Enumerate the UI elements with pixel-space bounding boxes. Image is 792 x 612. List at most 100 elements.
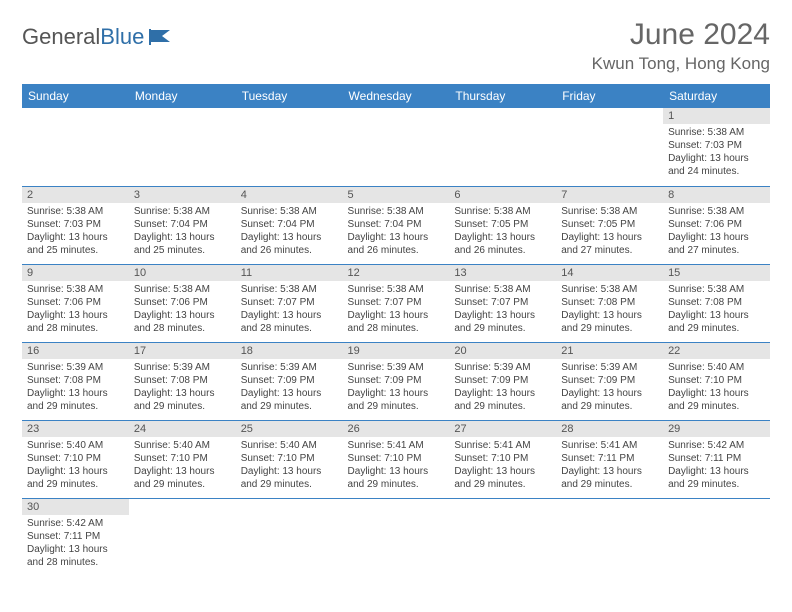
day-details: Sunrise: 5:38 AMSunset: 7:06 PMDaylight:…	[663, 203, 770, 261]
sunrise-text: Sunrise: 5:40 AM	[241, 439, 338, 452]
daylight-text: Daylight: 13 hours and 29 minutes.	[348, 465, 445, 491]
weekday-header: Tuesday	[236, 84, 343, 108]
sunset-text: Sunset: 7:11 PM	[27, 530, 124, 543]
day-details: Sunrise: 5:38 AMSunset: 7:04 PMDaylight:…	[129, 203, 236, 261]
calendar-cell: 18Sunrise: 5:39 AMSunset: 7:09 PMDayligh…	[236, 342, 343, 420]
calendar-week-row: 1Sunrise: 5:38 AMSunset: 7:03 PMDaylight…	[22, 108, 770, 186]
calendar-cell	[449, 108, 556, 186]
sunset-text: Sunset: 7:07 PM	[454, 296, 551, 309]
sunset-text: Sunset: 7:08 PM	[27, 374, 124, 387]
sunrise-text: Sunrise: 5:38 AM	[454, 205, 551, 218]
day-number: 17	[129, 343, 236, 359]
daylight-text: Daylight: 13 hours and 29 minutes.	[134, 387, 231, 413]
sunrise-text: Sunrise: 5:42 AM	[27, 517, 124, 530]
day-details: Sunrise: 5:38 AMSunset: 7:08 PMDaylight:…	[556, 281, 663, 339]
day-number: 15	[663, 265, 770, 281]
title-block: June 2024 Kwun Tong, Hong Kong	[592, 18, 770, 74]
day-number: 18	[236, 343, 343, 359]
day-number: 7	[556, 187, 663, 203]
daylight-text: Daylight: 13 hours and 29 minutes.	[668, 465, 765, 491]
calendar-cell: 23Sunrise: 5:40 AMSunset: 7:10 PMDayligh…	[22, 420, 129, 498]
calendar-cell: 29Sunrise: 5:42 AMSunset: 7:11 PMDayligh…	[663, 420, 770, 498]
location: Kwun Tong, Hong Kong	[592, 54, 770, 74]
sunrise-text: Sunrise: 5:38 AM	[454, 283, 551, 296]
day-details: Sunrise: 5:39 AMSunset: 7:09 PMDaylight:…	[343, 359, 450, 417]
sunset-text: Sunset: 7:06 PM	[668, 218, 765, 231]
day-number: 28	[556, 421, 663, 437]
daylight-text: Daylight: 13 hours and 29 minutes.	[454, 309, 551, 335]
calendar-week-row: 30Sunrise: 5:42 AMSunset: 7:11 PMDayligh…	[22, 498, 770, 576]
calendar-cell: 7Sunrise: 5:38 AMSunset: 7:05 PMDaylight…	[556, 186, 663, 264]
day-number: 14	[556, 265, 663, 281]
day-details: Sunrise: 5:38 AMSunset: 7:03 PMDaylight:…	[22, 203, 129, 261]
daylight-text: Daylight: 13 hours and 29 minutes.	[561, 465, 658, 491]
daylight-text: Daylight: 13 hours and 29 minutes.	[454, 465, 551, 491]
calendar-cell: 22Sunrise: 5:40 AMSunset: 7:10 PMDayligh…	[663, 342, 770, 420]
sunrise-text: Sunrise: 5:39 AM	[454, 361, 551, 374]
flag-icon	[148, 27, 174, 47]
calendar-cell: 9Sunrise: 5:38 AMSunset: 7:06 PMDaylight…	[22, 264, 129, 342]
calendar-cell: 6Sunrise: 5:38 AMSunset: 7:05 PMDaylight…	[449, 186, 556, 264]
day-number: 19	[343, 343, 450, 359]
day-number: 9	[22, 265, 129, 281]
day-details: Sunrise: 5:38 AMSunset: 7:03 PMDaylight:…	[663, 124, 770, 182]
sunrise-text: Sunrise: 5:38 AM	[561, 205, 658, 218]
calendar-cell: 30Sunrise: 5:42 AMSunset: 7:11 PMDayligh…	[22, 498, 129, 576]
sunrise-text: Sunrise: 5:38 AM	[668, 126, 765, 139]
calendar-cell	[236, 108, 343, 186]
sunset-text: Sunset: 7:10 PM	[668, 374, 765, 387]
sunset-text: Sunset: 7:10 PM	[134, 452, 231, 465]
calendar-week-row: 16Sunrise: 5:39 AMSunset: 7:08 PMDayligh…	[22, 342, 770, 420]
daylight-text: Daylight: 13 hours and 29 minutes.	[454, 387, 551, 413]
daylight-text: Daylight: 13 hours and 27 minutes.	[668, 231, 765, 257]
day-details: Sunrise: 5:38 AMSunset: 7:04 PMDaylight:…	[343, 203, 450, 261]
weekday-header: Sunday	[22, 84, 129, 108]
day-details: Sunrise: 5:38 AMSunset: 7:06 PMDaylight:…	[22, 281, 129, 339]
day-number: 27	[449, 421, 556, 437]
calendar-cell: 11Sunrise: 5:38 AMSunset: 7:07 PMDayligh…	[236, 264, 343, 342]
daylight-text: Daylight: 13 hours and 28 minutes.	[134, 309, 231, 335]
calendar-week-row: 23Sunrise: 5:40 AMSunset: 7:10 PMDayligh…	[22, 420, 770, 498]
calendar-table: SundayMondayTuesdayWednesdayThursdayFrid…	[22, 84, 770, 576]
sunset-text: Sunset: 7:10 PM	[241, 452, 338, 465]
calendar-cell: 24Sunrise: 5:40 AMSunset: 7:10 PMDayligh…	[129, 420, 236, 498]
day-details: Sunrise: 5:42 AMSunset: 7:11 PMDaylight:…	[663, 437, 770, 495]
day-details: Sunrise: 5:42 AMSunset: 7:11 PMDaylight:…	[22, 515, 129, 573]
sunset-text: Sunset: 7:11 PM	[668, 452, 765, 465]
day-details: Sunrise: 5:38 AMSunset: 7:07 PMDaylight:…	[236, 281, 343, 339]
day-details: Sunrise: 5:38 AMSunset: 7:07 PMDaylight:…	[343, 281, 450, 339]
month-title: June 2024	[592, 18, 770, 52]
logo-text-1: General	[22, 24, 100, 50]
calendar-cell: 25Sunrise: 5:40 AMSunset: 7:10 PMDayligh…	[236, 420, 343, 498]
sunset-text: Sunset: 7:04 PM	[348, 218, 445, 231]
calendar-cell: 1Sunrise: 5:38 AMSunset: 7:03 PMDaylight…	[663, 108, 770, 186]
sunrise-text: Sunrise: 5:39 AM	[348, 361, 445, 374]
sunset-text: Sunset: 7:08 PM	[134, 374, 231, 387]
calendar-cell: 20Sunrise: 5:39 AMSunset: 7:09 PMDayligh…	[449, 342, 556, 420]
daylight-text: Daylight: 13 hours and 29 minutes.	[561, 309, 658, 335]
sunset-text: Sunset: 7:10 PM	[348, 452, 445, 465]
day-number: 3	[129, 187, 236, 203]
day-number: 23	[22, 421, 129, 437]
sunrise-text: Sunrise: 5:41 AM	[454, 439, 551, 452]
day-details: Sunrise: 5:38 AMSunset: 7:08 PMDaylight:…	[663, 281, 770, 339]
daylight-text: Daylight: 13 hours and 29 minutes.	[27, 387, 124, 413]
calendar-cell: 21Sunrise: 5:39 AMSunset: 7:09 PMDayligh…	[556, 342, 663, 420]
weekday-header: Wednesday	[343, 84, 450, 108]
daylight-text: Daylight: 13 hours and 28 minutes.	[241, 309, 338, 335]
day-number: 11	[236, 265, 343, 281]
day-number: 26	[343, 421, 450, 437]
sunrise-text: Sunrise: 5:38 AM	[134, 283, 231, 296]
day-details: Sunrise: 5:39 AMSunset: 7:09 PMDaylight:…	[236, 359, 343, 417]
day-details: Sunrise: 5:39 AMSunset: 7:08 PMDaylight:…	[22, 359, 129, 417]
sunrise-text: Sunrise: 5:39 AM	[134, 361, 231, 374]
calendar-cell	[343, 108, 450, 186]
daylight-text: Daylight: 13 hours and 26 minutes.	[241, 231, 338, 257]
sunrise-text: Sunrise: 5:38 AM	[134, 205, 231, 218]
daylight-text: Daylight: 13 hours and 28 minutes.	[27, 309, 124, 335]
sunset-text: Sunset: 7:03 PM	[668, 139, 765, 152]
sunset-text: Sunset: 7:09 PM	[348, 374, 445, 387]
calendar-cell	[343, 498, 450, 576]
logo-text-2: Blue	[100, 24, 144, 50]
calendar-cell: 5Sunrise: 5:38 AMSunset: 7:04 PMDaylight…	[343, 186, 450, 264]
